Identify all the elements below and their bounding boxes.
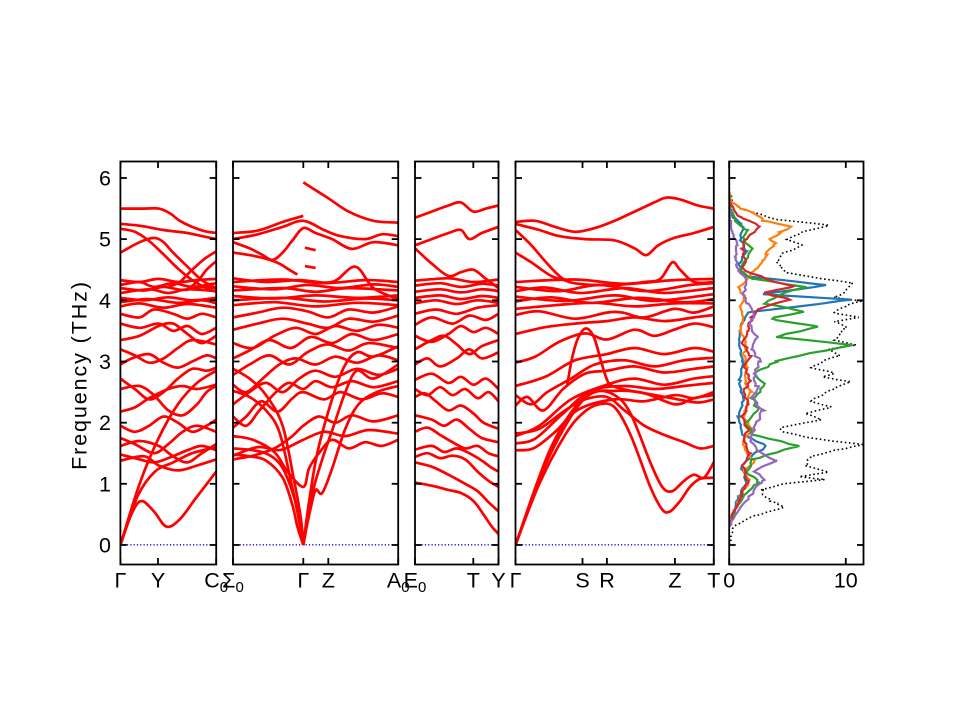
svg-text:Γ: Γ bbox=[114, 569, 126, 593]
svg-text:10: 10 bbox=[834, 569, 858, 593]
svg-text:0: 0 bbox=[723, 569, 735, 593]
svg-text:Γ: Γ bbox=[510, 569, 522, 593]
svg-text:T: T bbox=[707, 569, 720, 593]
svg-text:5: 5 bbox=[99, 228, 111, 252]
svg-text:Frequency (THz): Frequency (THz) bbox=[68, 280, 92, 470]
svg-text:Z: Z bbox=[322, 569, 335, 593]
svg-text:Γ: Γ bbox=[297, 569, 309, 593]
svg-text:Y: Y bbox=[491, 569, 505, 593]
svg-text:1: 1 bbox=[99, 472, 111, 496]
svg-text:Z: Z bbox=[668, 569, 681, 593]
svg-text:T: T bbox=[467, 569, 480, 593]
svg-text:6: 6 bbox=[99, 167, 111, 191]
svg-text:2: 2 bbox=[99, 411, 111, 435]
svg-text:Y: Y bbox=[151, 569, 165, 593]
svg-text:4: 4 bbox=[99, 289, 111, 313]
svg-text:S: S bbox=[575, 569, 589, 593]
svg-text:3: 3 bbox=[99, 350, 111, 374]
svg-text:R: R bbox=[599, 569, 615, 593]
svg-text:0: 0 bbox=[99, 534, 111, 558]
